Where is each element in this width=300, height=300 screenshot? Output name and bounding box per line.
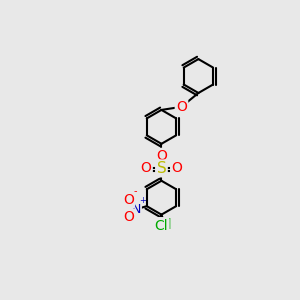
Text: S: S [157, 161, 166, 176]
Text: O: O [123, 210, 134, 224]
Text: O: O [156, 149, 167, 163]
Text: +: + [139, 196, 146, 206]
Text: N: N [131, 203, 141, 216]
Text: O: O [141, 161, 152, 176]
Text: O: O [171, 161, 182, 176]
Text: Cl: Cl [154, 219, 168, 233]
Text: Cl: Cl [158, 218, 172, 233]
Text: -: - [134, 186, 137, 196]
Text: O: O [176, 100, 187, 114]
Text: O: O [123, 193, 134, 207]
